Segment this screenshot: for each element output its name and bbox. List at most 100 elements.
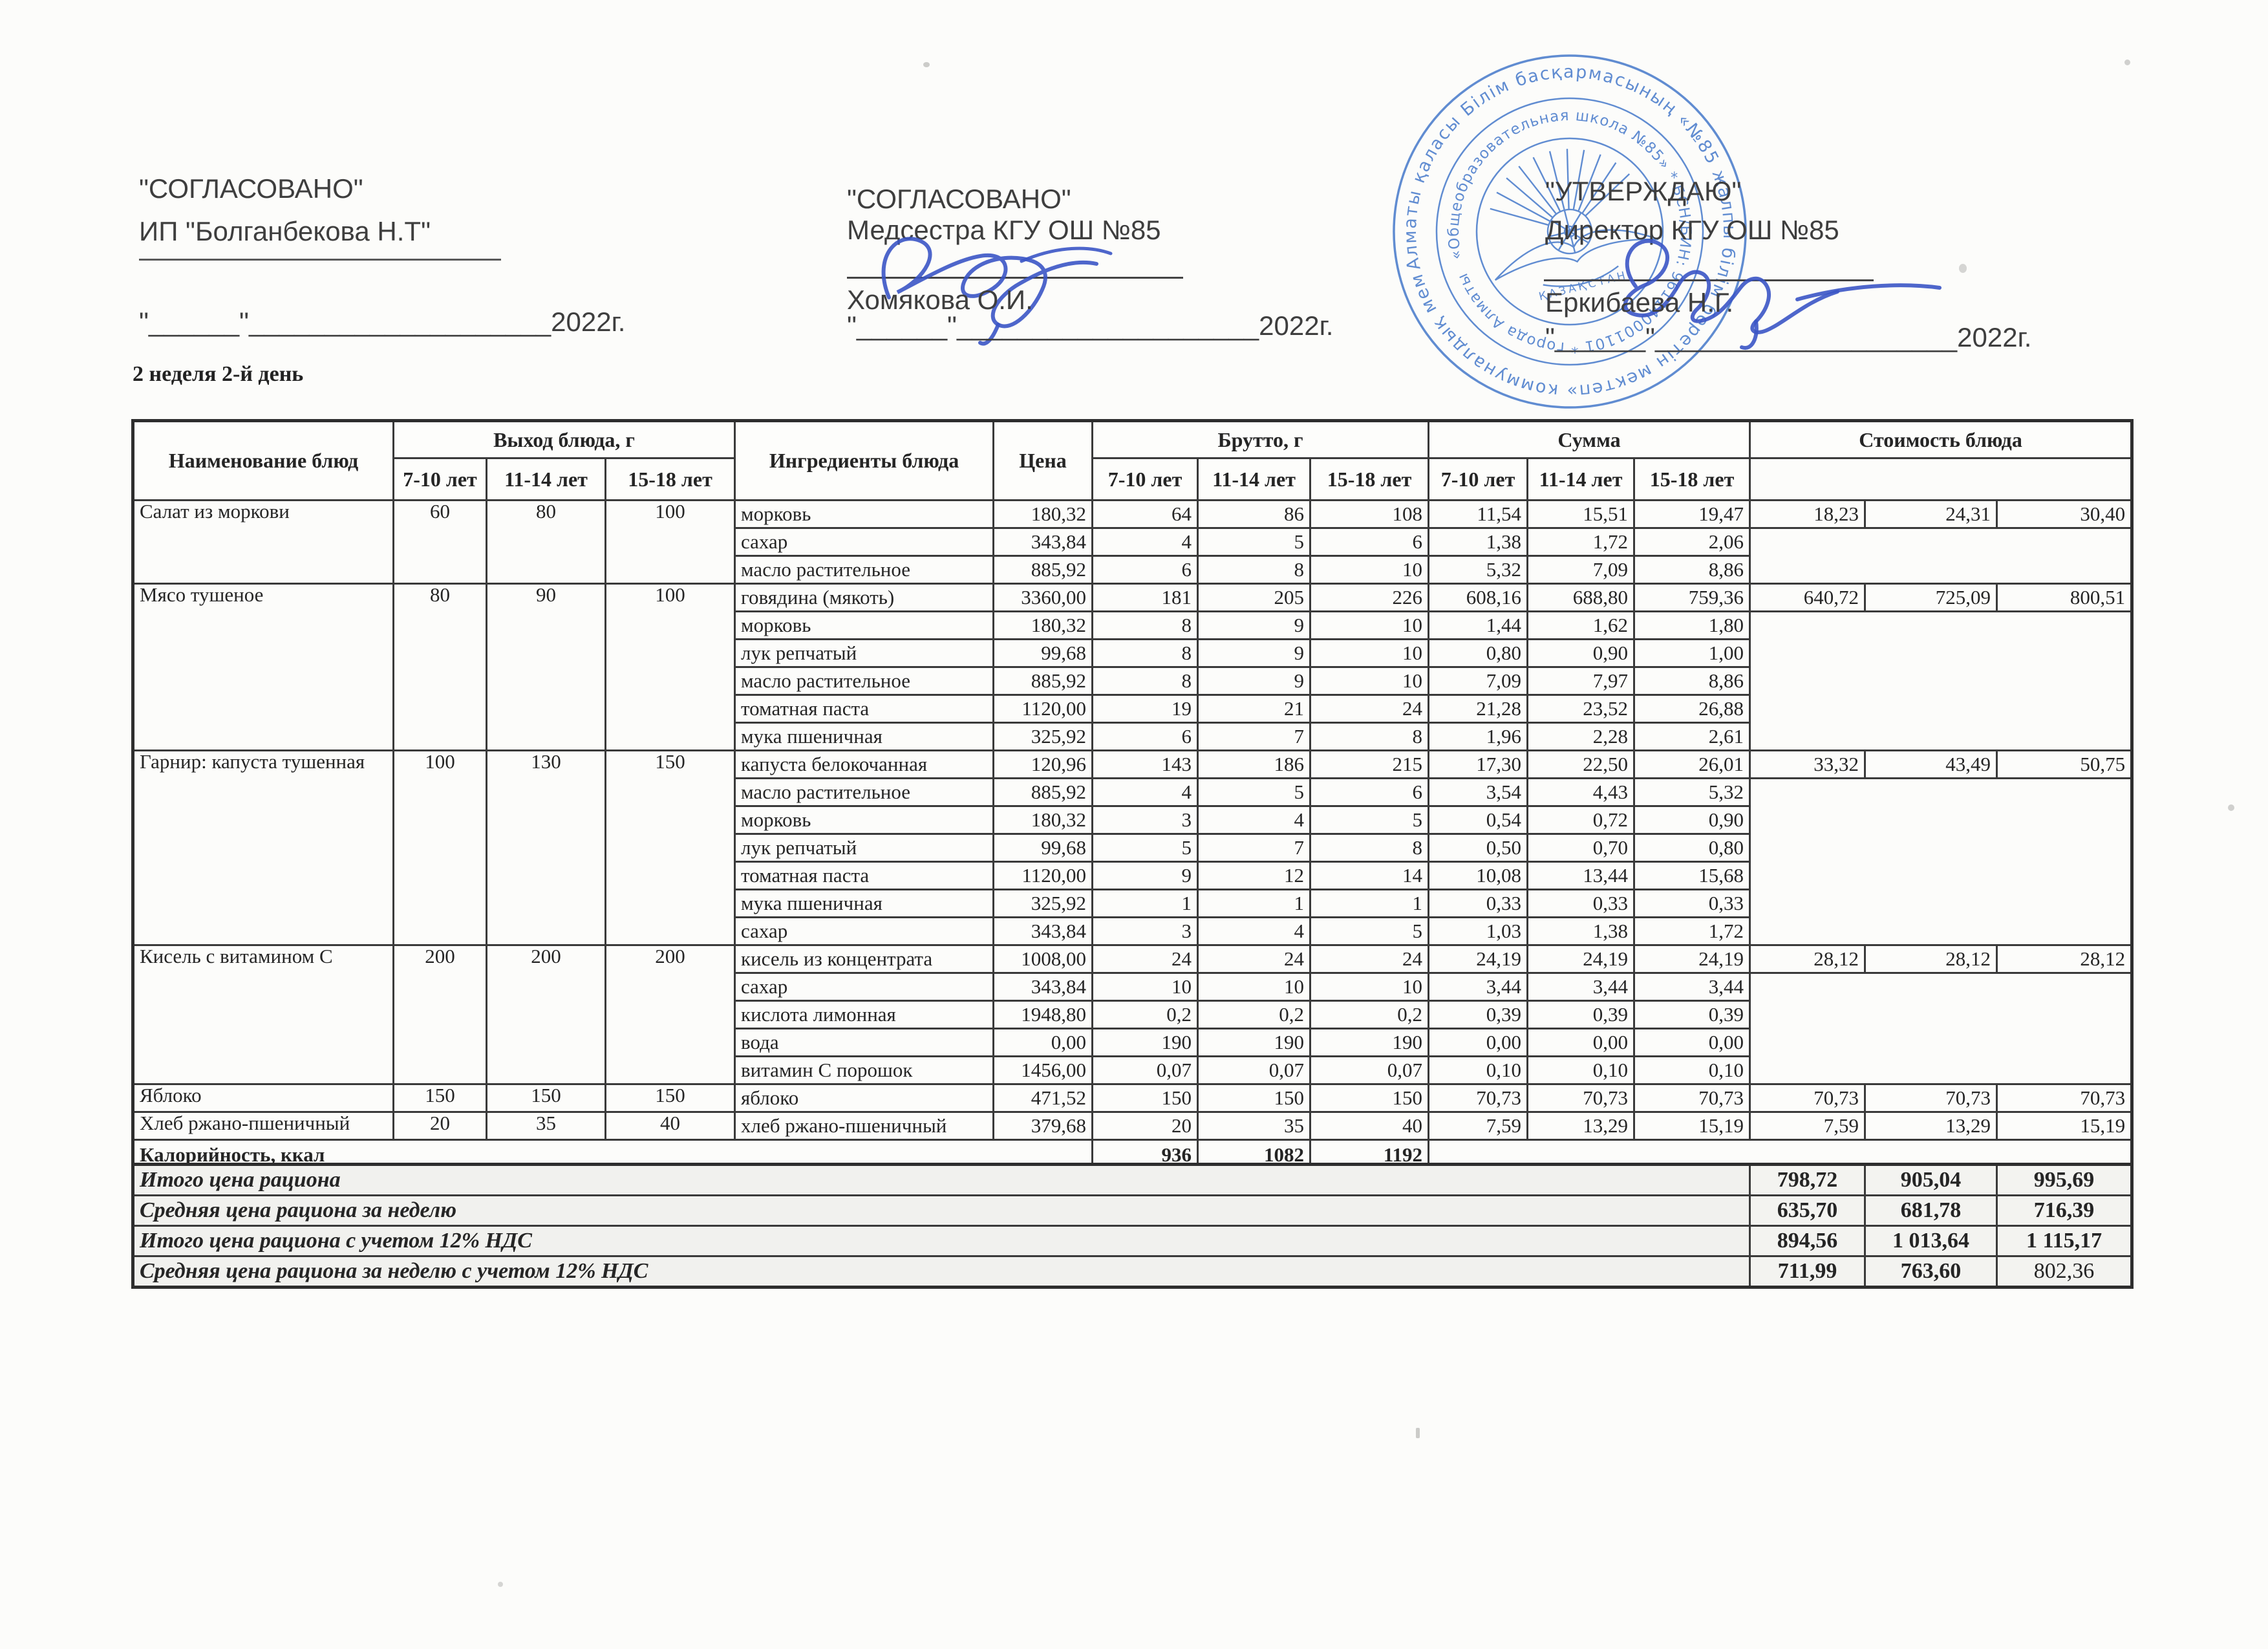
brutto-value: 5 [1309,916,1430,946]
ingredient-price: 1008,00 [992,944,1094,974]
brutto-value: 0,07 [1091,1055,1199,1085]
dish-cost-empty [1749,527,2134,585]
ingredient-name: томатная паста [734,694,995,724]
brutto-value: 86 [1197,499,1312,529]
ingredient-price: 379,68 [992,1111,1094,1141]
brutto-value: 9 [1091,861,1199,890]
summa-value: 0,10 [1526,1055,1636,1085]
summary-value: 995,69 [1996,1163,2134,1196]
dish-cost: 28,12 [1749,944,1867,974]
brutto-value: 6 [1091,555,1199,585]
summa-value: 3,44 [1633,972,1751,1002]
header-age-group: 11-14 лет [486,457,606,501]
ingredient-name: томатная паста [734,861,995,890]
ingredient-price: 1120,00 [992,694,1094,724]
summa-value: 70,73 [1428,1083,1529,1113]
ingredient-price: 3360,00 [992,583,1094,612]
summa-value: 70,73 [1633,1083,1751,1113]
ingredient-price: 885,92 [992,666,1094,696]
approval-right-title: "УТВЕРЖДАЮ" [1545,176,1742,206]
nurse-signature [881,237,1113,346]
summary-value: 681,78 [1864,1194,1998,1227]
brutto-value: 19 [1091,694,1199,724]
summa-value: 1,72 [1633,916,1751,946]
ingredient-name: яблоко [734,1083,995,1113]
brutto-value: 215 [1309,749,1430,779]
dish-portion: 80 [392,583,487,751]
ingredient-price: 99,68 [992,833,1094,863]
dish-portion: 40 [604,1111,736,1141]
summa-value: 0,39 [1526,1000,1636,1029]
header-age-group: 7-10 лет [392,457,487,501]
brutto-value: 10 [1309,972,1430,1002]
ingredient-name: сахар [734,972,995,1002]
ingredient-price: 325,92 [992,889,1094,918]
summary-label: Итого цена рациона [131,1163,1751,1196]
brutto-value: 3 [1091,916,1199,946]
summa-value: 2,06 [1633,527,1751,557]
brutto-value: 10 [1309,610,1430,640]
brutto-value: 10 [1197,972,1312,1002]
dish-portion: 150 [604,1083,736,1113]
brutto-value: 150 [1091,1083,1199,1113]
approval-right-signer: Еркибаева Н.Г. [1545,287,1734,318]
brutto-value: 1 [1309,889,1430,918]
header-ingredients: Ингредиенты блюда [734,420,995,501]
brutto-value: 5 [1091,833,1199,863]
brutto-value: 150 [1309,1083,1430,1113]
dish-cost: 13,29 [1864,1111,1998,1141]
summa-value: 1,72 [1526,527,1636,557]
brutto-value: 4 [1197,916,1312,946]
summa-value: 0,10 [1633,1055,1751,1085]
ingredient-name: морковь [734,805,995,835]
ingredient-name: сахар [734,527,995,557]
summa-value: 0,00 [1633,1028,1751,1057]
brutto-value: 226 [1309,583,1430,612]
dish-name: Хлеб ржано-пшеничный [132,1111,394,1141]
dish-portion: 90 [486,583,606,751]
summa-value: 3,54 [1428,777,1529,807]
ingredient-price: 885,92 [992,777,1094,807]
dish-portion: 100 [604,583,736,751]
summa-value: 1,62 [1526,610,1636,640]
brutto-value: 190 [1309,1028,1430,1057]
approval-middle-title: "СОГЛАСОВАНО" [847,184,1071,214]
dish-name: Мясо тушеное [132,583,394,751]
summa-value: 1,80 [1633,610,1751,640]
header-age-group: 15-18 лет [604,457,736,501]
ingredient-name: капуста белокочанная [734,749,995,779]
dish-cost: 640,72 [1749,583,1867,612]
summa-value: 5,32 [1428,555,1529,585]
summa-value: 1,38 [1428,527,1529,557]
header-cost: Стоимость блюда [1749,420,2134,459]
summa-value: 759,36 [1633,583,1751,612]
summary-value: 635,70 [1749,1194,1867,1227]
dish-portion: 200 [604,944,736,1085]
ingredient-price: 343,84 [992,972,1094,1002]
brutto-value: 150 [1197,1083,1312,1113]
header-summa: Сумма [1428,420,1751,459]
ingredient-name: кислота лимонная [734,1000,995,1029]
ingredient-price: 343,84 [992,527,1094,557]
ingredient-price: 325,92 [992,722,1094,751]
ingredient-price: 1120,00 [992,861,1094,890]
summa-value: 1,03 [1428,916,1529,946]
ingredient-name: морковь [734,499,995,529]
dish-cost: 70,73 [1864,1083,1998,1113]
brutto-value: 3 [1091,805,1199,835]
summa-value: 26,88 [1633,694,1751,724]
dish-cost: 70,73 [1996,1083,2134,1113]
dish-name: Салат из моркови [132,499,394,585]
ingredient-name: говядина (мякоть) [734,583,995,612]
header-age-group: 15-18 лет [1309,457,1430,501]
summa-value: 19,47 [1633,499,1751,529]
ingredient-price: 1948,80 [992,1000,1094,1029]
summa-value: 0,33 [1633,889,1751,918]
ingredient-name: лук репчатый [734,638,995,668]
brutto-value: 24 [1309,694,1430,724]
summa-value: 0,54 [1428,805,1529,835]
brutto-value: 108 [1309,499,1430,529]
approval-right-subtitle: Директор КГУ ОШ №85 [1545,215,1839,245]
scan-speck [1416,1428,1420,1438]
